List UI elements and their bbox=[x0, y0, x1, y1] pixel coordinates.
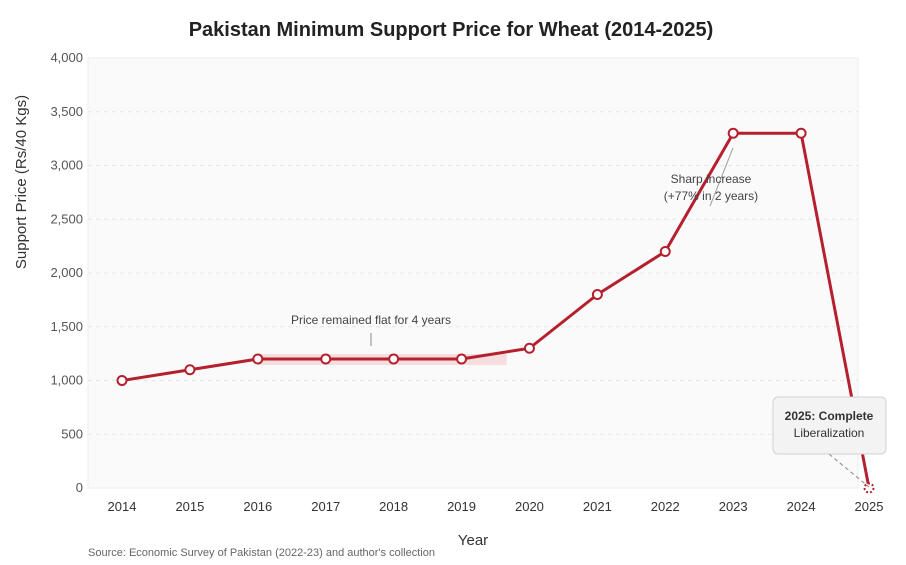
x-tick-label: 2023 bbox=[719, 499, 748, 514]
chart-title: Pakistan Minimum Support Price for Wheat… bbox=[189, 19, 714, 41]
price-series bbox=[121, 131, 871, 489]
x-tick-label: 2019 bbox=[447, 499, 476, 514]
y-tick-label: 0 bbox=[76, 480, 83, 495]
liberalization-callout bbox=[772, 396, 887, 455]
data-point bbox=[320, 353, 332, 365]
data-point bbox=[388, 353, 400, 365]
y-axis-ticks: 0 500 1,000 1,500 2,000 2,500 3,000 3,500 4,000 bbox=[50, 50, 83, 495]
data-point bbox=[727, 127, 739, 139]
data-points bbox=[116, 127, 875, 494]
data-point bbox=[116, 375, 128, 386]
y-tick-label: 1,000 bbox=[50, 373, 83, 388]
x-tick-label: 2021 bbox=[583, 499, 612, 514]
series-line bbox=[121, 131, 871, 489]
y-tick-label: 500 bbox=[61, 426, 83, 441]
source-note: Source: Economic Survey of Pakistan (202… bbox=[88, 547, 435, 559]
flat-annotation: Price remained flat for 4 years bbox=[291, 313, 451, 327]
y-tick-label: 2,000 bbox=[50, 265, 83, 280]
y-tick-label: 3,500 bbox=[50, 104, 83, 119]
y-tick-label: 2,500 bbox=[50, 211, 83, 226]
liberalization-pointer bbox=[828, 453, 870, 488]
y-axis-label: Support Price (Rs/40 Kgs) bbox=[13, 95, 30, 269]
liberalization-line1: 2025: Complete bbox=[785, 409, 874, 423]
data-point bbox=[523, 342, 535, 354]
data-point bbox=[184, 364, 196, 376]
x-tick-label: 2014 bbox=[108, 499, 137, 514]
x-tick-label: 2020 bbox=[515, 499, 544, 514]
data-point bbox=[456, 353, 468, 365]
data-point bbox=[591, 289, 603, 300]
data-point bbox=[795, 127, 807, 139]
x-axis-ticks: 2014 2015 2016 2017 2018 2019 2020 2021 2022 2023… bbox=[108, 499, 884, 514]
grid-lines bbox=[88, 111, 858, 435]
x-tick-label: 2024 bbox=[787, 499, 816, 514]
sharp-annotation-pointer bbox=[709, 147, 734, 207]
y-tick-label: 4,000 bbox=[50, 50, 83, 65]
x-tick-label: 2016 bbox=[243, 499, 272, 514]
y-tick-label: 1,500 bbox=[50, 319, 83, 334]
liberalization-line2: Liberalization bbox=[794, 426, 865, 440]
x-axis-label: Year bbox=[458, 532, 488, 549]
data-point bbox=[252, 353, 264, 365]
x-tick-label: 2025 bbox=[855, 499, 884, 514]
x-tick-label: 2017 bbox=[311, 499, 340, 514]
sharp-annotation-line2: (+77% in 2 years) bbox=[664, 189, 758, 203]
data-point bbox=[863, 482, 875, 494]
data-point bbox=[659, 246, 671, 257]
x-tick-label: 2022 bbox=[651, 499, 680, 514]
x-tick-label: 2015 bbox=[175, 499, 204, 514]
x-tick-label: 2018 bbox=[379, 499, 408, 514]
y-tick-label: 3,000 bbox=[50, 158, 83, 173]
sharp-annotation-line1: Sharp increase bbox=[671, 172, 752, 186]
